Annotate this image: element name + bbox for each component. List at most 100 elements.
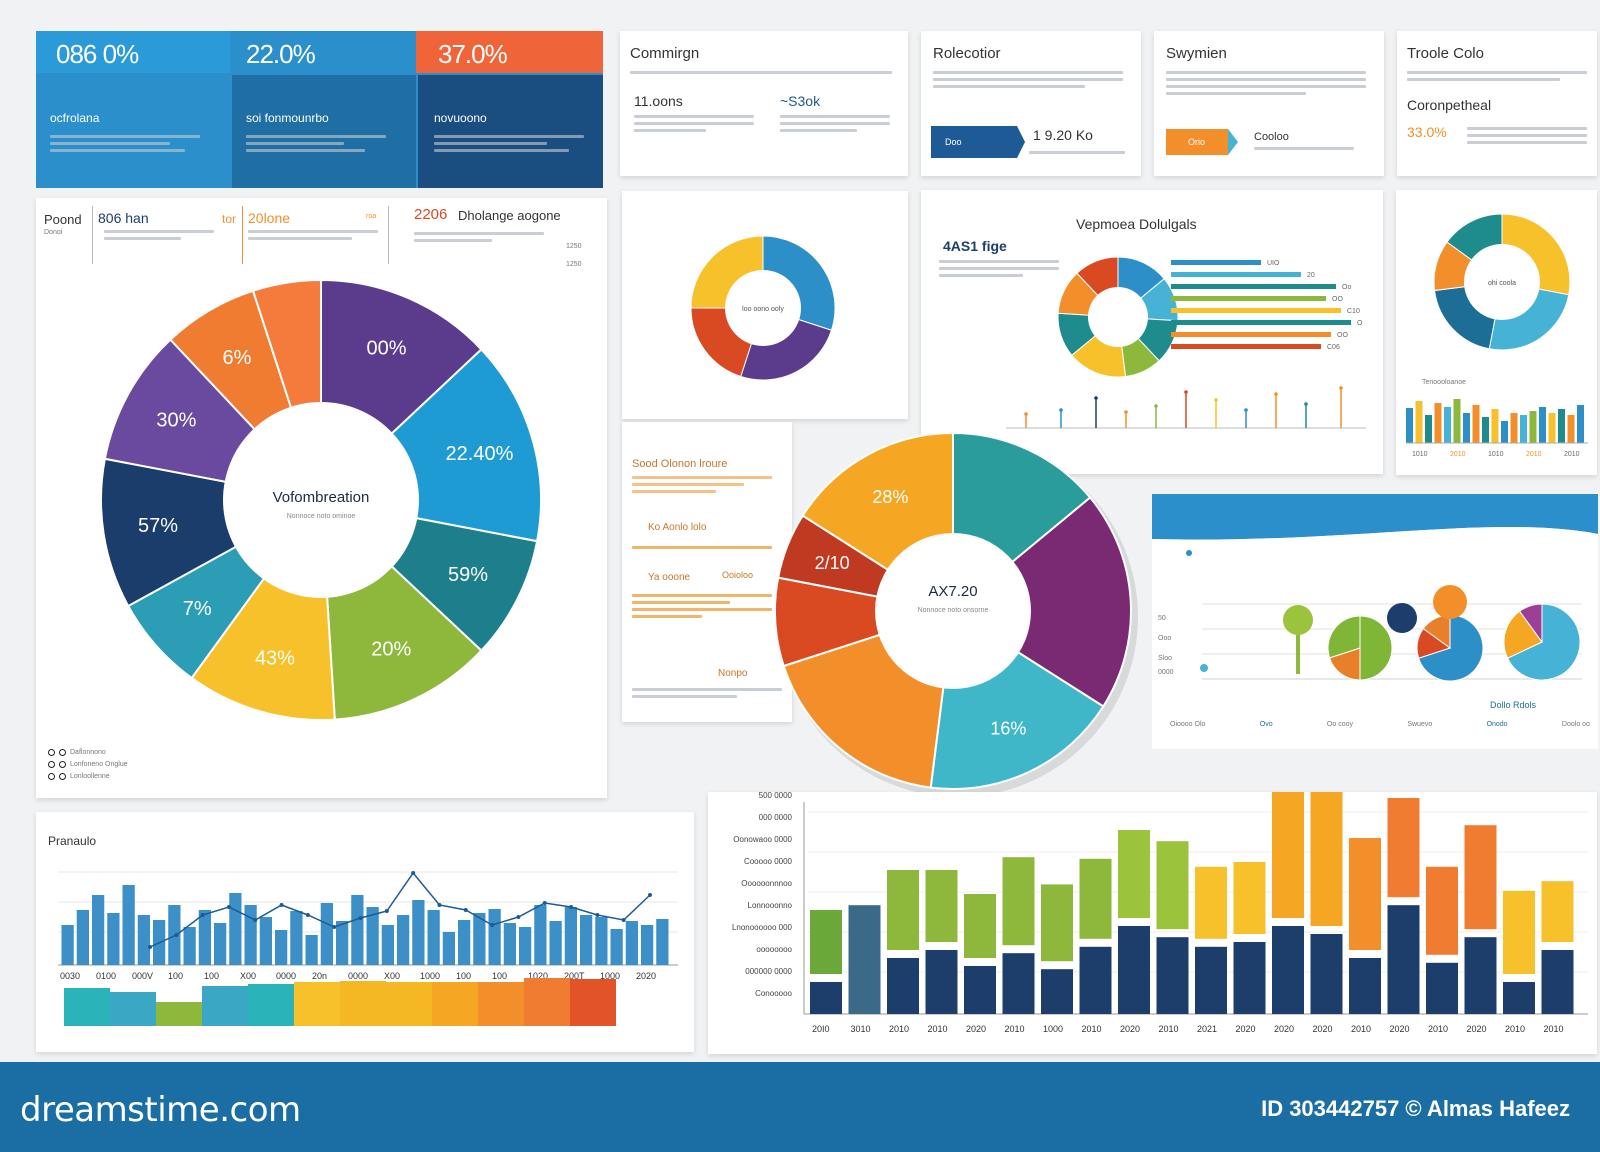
- legend: Daflonnono Lonfoneno Onglue Lonloollenne: [48, 746, 128, 782]
- trend-bar: [412, 900, 425, 965]
- y-tick-label: Lnonoooooo 000: [732, 923, 793, 932]
- donut-center-title: Vofombreation: [273, 489, 370, 506]
- pie-slice: [1328, 647, 1361, 681]
- donut-center-sub: Nonnoce noto ominoe: [287, 513, 356, 520]
- tick-label: 20I0: [812, 1024, 830, 1034]
- gradient-bar: [64, 988, 110, 1026]
- note-lines-1: [632, 472, 772, 497]
- tick-label: 100: [204, 971, 219, 981]
- stat-divider-2: [242, 206, 243, 264]
- tick-label: 2010: [1544, 1024, 1564, 1034]
- mini-bar: [1482, 417, 1489, 443]
- pie-slice: [1506, 603, 1581, 681]
- stat-1-title: Poond: [44, 212, 82, 227]
- trend-bar: [656, 919, 669, 965]
- center-donut-title: AX7.20: [928, 583, 977, 600]
- stat-1-value: 806 han: [98, 210, 149, 226]
- note-lines-3: [632, 590, 772, 622]
- bubble-panel-wave: [1152, 494, 1598, 554]
- trend-bar: [259, 917, 272, 965]
- y-tick-label: 500 0000: [759, 792, 793, 800]
- hbar: [1171, 320, 1351, 325]
- tick-label: 1010: [1488, 451, 1504, 458]
- card-stat-2: 33.0%: [1407, 124, 1447, 140]
- header-label-1: ocfrolana: [50, 111, 100, 125]
- card-lines-2: [634, 111, 754, 136]
- stacked-bar-green: [848, 905, 881, 1014]
- donut-hole: [875, 533, 1031, 689]
- trend-bar: [61, 925, 74, 965]
- header-pct-1: 086 0%: [56, 39, 139, 69]
- card-stat-1: Orio: [1188, 137, 1206, 147]
- card-title: Troole Colo: [1407, 45, 1484, 62]
- tick-label: 1020: [528, 971, 548, 981]
- header-text-lines-2: [246, 131, 386, 156]
- card-lines-2: [1467, 123, 1587, 148]
- legend-dot-icon: [48, 748, 55, 756]
- header-label-2: soi fonmounrbo: [246, 111, 329, 125]
- card-progress-arrow: [1017, 126, 1025, 158]
- card-progress-bar: [931, 126, 1017, 158]
- card-stat-2: ~S3ok: [780, 93, 821, 109]
- legend-dot-icon: [48, 760, 55, 768]
- card-stat-1: Doo: [945, 137, 962, 147]
- trend-bar: [366, 907, 379, 965]
- stacked-bar-green: [1041, 884, 1073, 962]
- stacked-bar-green: [810, 910, 842, 974]
- legend-label: Lonfoneno Onglue: [70, 760, 128, 768]
- card-lines: [1407, 67, 1587, 85]
- gradient-bar: [478, 982, 524, 1026]
- header-row2-1: [36, 75, 230, 188]
- note-title-2: Ko Aonlo lolo: [648, 522, 707, 533]
- tick-label: 2010: [1450, 451, 1466, 458]
- tick-label: 2010: [1005, 1024, 1025, 1034]
- timeline-dot: [1024, 412, 1028, 416]
- header-row2-2: [232, 75, 416, 188]
- trend-point: [490, 923, 495, 927]
- trend-point: [411, 871, 416, 875]
- trend-point: [148, 945, 152, 949]
- trend-point: [174, 933, 179, 937]
- pie-slice: [774, 576, 954, 668]
- stacked-bar-warm: [1387, 798, 1420, 898]
- legend-dot-icon: [48, 772, 55, 780]
- stat-2-lines: [248, 226, 378, 244]
- stacked-bar-green: [1002, 857, 1035, 946]
- center-donut-chart: 16% 2/10 28% AX7.20 Nonnoce noto onsorne: [774, 431, 1138, 796]
- note-lines-2: [632, 542, 772, 553]
- mini-bar: [1567, 415, 1575, 443]
- bubble-label: Ovo: [1259, 721, 1273, 728]
- timeline-dot: [1124, 410, 1128, 414]
- right-donut-label: ohi coola: [1488, 280, 1516, 287]
- composite-card: Vepmoea Dolulgals 4AS1 fige UIO 20 Oo OO C10…: [921, 190, 1383, 474]
- mini-bar: [1501, 421, 1508, 443]
- trend-point: [542, 901, 547, 905]
- y-tick-label: Oonowaoo 0000: [733, 835, 792, 844]
- tick-label: 1010: [1412, 451, 1428, 458]
- slice-label: 30%: [156, 410, 196, 432]
- card-lines: [933, 67, 1123, 92]
- header-text-lines-3: [434, 131, 584, 156]
- trend-bar: [351, 895, 364, 965]
- trend-panel: Pranaulo 0030 0100 000V 100 100 X00 0000 20n 000…: [36, 812, 694, 1052]
- stacked-bar-base: [1079, 946, 1112, 1014]
- card-lines: [1166, 67, 1366, 99]
- stacked-bar-base: [1156, 937, 1189, 1014]
- trend-point: [569, 905, 574, 909]
- slice-label: 28%: [872, 487, 908, 507]
- bubble-label: Oo cooy: [1326, 721, 1353, 728]
- stacked-bar-base: [1349, 958, 1381, 1014]
- card-stat-1: Coronpetheal: [1407, 97, 1492, 113]
- note-title-3: Ya ooone: [648, 572, 691, 583]
- bubble-axis-2: Ooo: [1158, 635, 1172, 642]
- center-donut-sub: Nonnoce noto onsorne: [918, 607, 989, 614]
- stat-divider-3: [388, 206, 389, 264]
- bubble: [1200, 664, 1208, 672]
- card-lines-2: [1254, 143, 1354, 154]
- card-title: Commirgn: [630, 45, 700, 62]
- stacked-bar-warm: [1541, 881, 1574, 942]
- stat-2-sub: roa: [366, 213, 377, 220]
- timeline-dot: [1154, 404, 1158, 408]
- mini-bar: [1463, 413, 1470, 443]
